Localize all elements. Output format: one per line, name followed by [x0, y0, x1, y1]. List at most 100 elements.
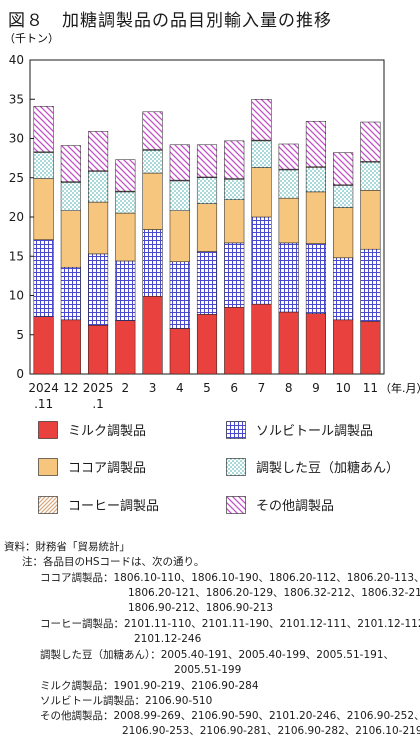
bar-milk-7	[224, 307, 245, 375]
y-tick-label: 15	[9, 249, 24, 263]
legend-item-bean: 調製した豆（加糖あん）	[226, 457, 399, 476]
bar-sorbitol-4	[142, 229, 163, 297]
bar-sorbitol-12	[360, 248, 381, 322]
x-tick-label: 6	[230, 381, 238, 395]
bar-bean-4	[142, 150, 163, 174]
bar-other-1	[60, 145, 81, 182]
bar-other-11	[333, 152, 354, 186]
y-axis-unit-label: （千トン）	[4, 32, 59, 45]
bar-cocoa-6	[196, 203, 218, 252]
y-tick-label: 0	[16, 367, 24, 381]
bar-cocoa-1	[60, 210, 81, 268]
x-tick-label: 2025	[83, 381, 114, 395]
legend-swatch-sorbitol	[226, 420, 246, 439]
bar-cocoa-0	[33, 178, 54, 241]
note-coffee-cont: 2101.12-246	[134, 633, 202, 645]
bar-cocoa-7	[224, 199, 245, 244]
bar-cocoa-3	[115, 212, 136, 262]
legend: ミルク調製品 ソルビトール調製品 ココア調製品 調製した豆（加糖あん） コーヒー…	[30, 420, 410, 532]
x-tick-label: 10	[336, 381, 351, 395]
bar-sorbitol-3	[115, 260, 136, 321]
legend-item-cocoa: ココア調製品	[38, 457, 146, 476]
bar-cocoa-8	[251, 167, 272, 218]
legend-item-other: その他調製品	[226, 495, 334, 514]
x-tick-label: 3	[149, 381, 157, 395]
bar-bean-11	[333, 185, 354, 208]
chart-title: 図８ 加糖調製品の品目別輸入量の推移	[8, 11, 332, 31]
bar-bean-3	[115, 191, 136, 214]
x-axis-unit-label: （年.月）	[380, 381, 420, 395]
legend-label-other: その他調製品	[256, 499, 335, 514]
legend-swatch-other	[226, 495, 246, 514]
x-tick-label: .11	[34, 397, 53, 411]
bar-bean-0	[33, 152, 54, 179]
bar-bean-12	[360, 161, 381, 191]
bar-cocoa-2	[88, 201, 109, 255]
x-tick-label: 8	[285, 381, 293, 395]
bar-other-9	[278, 143, 299, 170]
x-tick-label: 7	[258, 381, 266, 395]
bar-sorbitol-8	[251, 216, 272, 305]
legend-item-sorbitol: ソルビトール調製品	[226, 420, 373, 439]
note-source: 資料：財務省「貿易統計」	[4, 541, 130, 553]
bar-cocoa-10	[305, 191, 326, 244]
legend-swatch-cocoa	[38, 457, 58, 476]
note-cocoa-cont-1: 1806.20-121、1806.20-129、1806.32-212、1806…	[128, 587, 420, 599]
x-tick-label: 2024	[28, 381, 59, 395]
legend-label-bean: 調製した豆（加糖あん）	[256, 461, 400, 476]
bar-cocoa-12	[360, 190, 381, 250]
bar-other-3	[115, 159, 136, 192]
bar-milk-10	[305, 313, 326, 375]
x-tick-label: .1	[92, 397, 103, 411]
y-tick-label: 30	[9, 132, 24, 146]
bar-other-2	[88, 131, 109, 171]
note-coffee: コーヒー調製品：2101.11-110、2101.11-190、2101.12-…	[40, 618, 420, 630]
y-axis: 0 5 10 15 20 25 30 35 40	[9, 53, 35, 381]
bar-bean-1	[60, 182, 81, 211]
bar-other-0	[33, 106, 54, 153]
bar-other-7	[224, 140, 245, 179]
bar-sorbitol-6	[196, 251, 218, 315]
bar-milk-0	[33, 316, 54, 375]
bar-cocoa-9	[278, 197, 299, 244]
note-other-cont: 2106.90-253、2106.90-281、2106.90-282、2106…	[122, 725, 420, 737]
bar-other-5	[169, 144, 190, 181]
bar-milk-11	[333, 319, 354, 375]
bar-sorbitol-9	[278, 242, 299, 313]
bar-bean-9	[278, 169, 299, 199]
note-cocoa-cont-2: 1806.90-212、1806.90-213	[128, 602, 274, 614]
bar-other-4	[142, 111, 163, 150]
note-cocoa: ココア調製品：1806.10-110、1806.10-190、1806.20-1…	[40, 572, 420, 584]
bar-other-10	[305, 120, 326, 168]
note-intro: 注：各品目のHSコードは、次の通り。	[22, 556, 205, 568]
bar-sorbitol-0	[33, 239, 54, 317]
note-other: その他調製品：2008.99-269、2106.90-590、2101.20-2…	[40, 710, 420, 722]
bar-other-8	[251, 99, 272, 141]
x-tick-label: 12	[63, 381, 78, 395]
bar-sorbitol-2	[88, 253, 109, 326]
bar-milk-3	[115, 320, 136, 375]
legend-swatch-bean	[226, 457, 246, 476]
x-axis: 2024 .11 12 2025 .1 2 3 4 5 6 7 8 9 10 11	[28, 381, 378, 411]
bar-sorbitol-5	[169, 261, 190, 329]
legend-label-milk: ミルク調製品	[68, 424, 147, 439]
bar-milk-2	[88, 325, 109, 375]
bar-milk-4	[142, 296, 163, 375]
bar-milk-6	[196, 314, 218, 375]
bar-cocoa-4	[142, 172, 163, 230]
bar-bean-6	[196, 177, 218, 204]
legend-swatch-milk	[38, 420, 58, 439]
bar-cocoa-5	[169, 210, 190, 262]
bar-milk-5	[169, 328, 190, 375]
note-sorbitol: ソルビトール調製品：2106.90-510	[40, 695, 213, 707]
x-tick-label: 5	[203, 381, 211, 395]
legend-label-cocoa: ココア調製品	[68, 461, 147, 476]
bar-milk-9	[278, 311, 299, 375]
x-tick-label: 2	[121, 381, 129, 395]
x-tick-label: 4	[176, 381, 184, 395]
bar-sorbitol-11	[333, 257, 354, 321]
bars-group	[33, 99, 381, 375]
bar-milk-8	[251, 303, 272, 375]
bar-bean-10	[305, 167, 326, 193]
